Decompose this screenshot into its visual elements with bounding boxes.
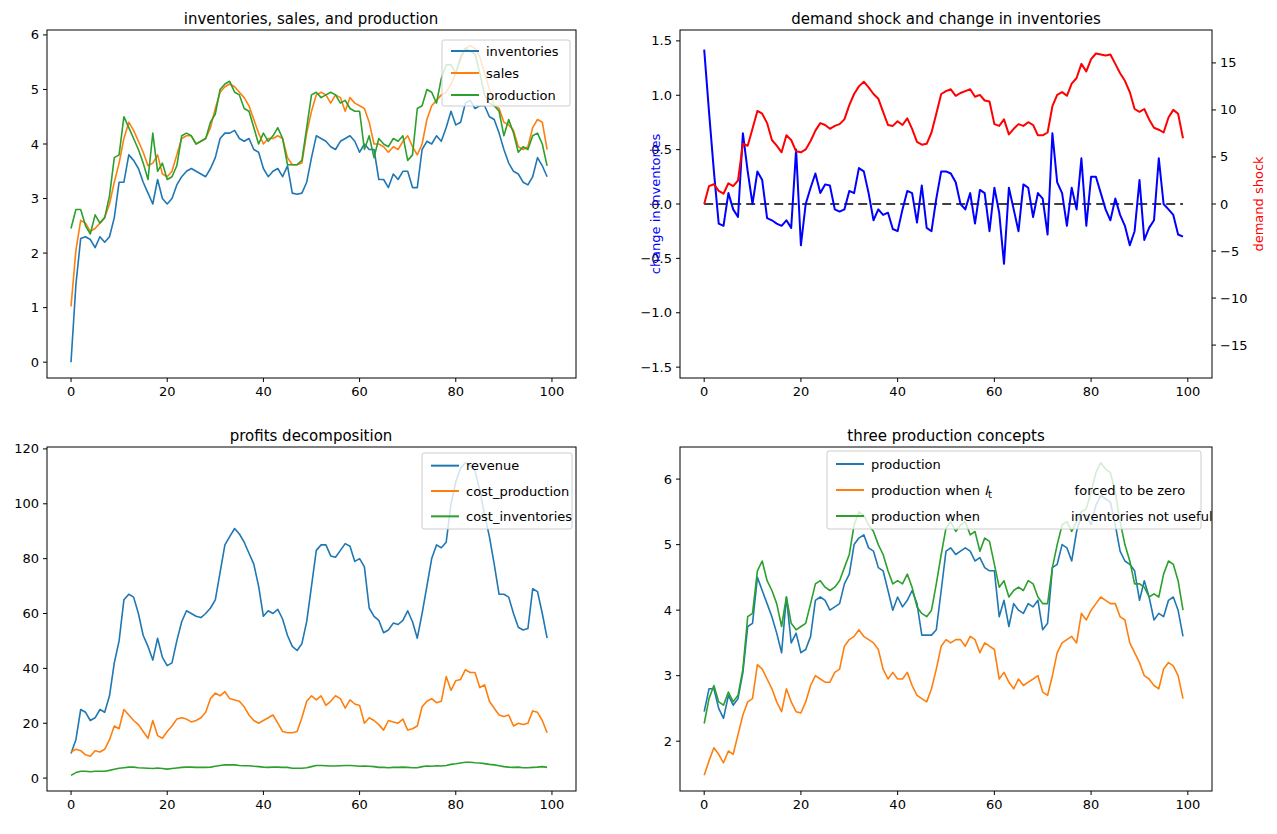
series-line-inventories [71,100,547,362]
y-axis-tick-label: 4 [664,603,672,618]
y-axis-label-change-in-inventories: change in inventories [648,134,663,275]
series-line-cost_inventories [71,762,547,775]
y-axis-tick-label: 80 [22,551,39,566]
x-axis-tick-label: 40 [255,797,272,812]
y-axis-tick-label: 100 [14,496,39,511]
y-axis-tick-label: 5 [664,537,672,552]
legend-label: production when inventories not useful [871,509,1213,524]
figure-canvas: 0204060801000123456inventoriessalesprodu… [0,0,1277,834]
y-axis-tick-label: 6 [664,472,672,487]
series-line-production-inventories-forced-zero [704,597,1183,775]
x-axis-tick-label: 100 [540,384,565,399]
x-axis-tick-label: 80 [1083,797,1100,812]
right-y-axis-tick-label: 0 [1220,197,1228,212]
subplot-profits-decomposition: 0 20 40 60 80 100 0 20 40 60 80 100 120 revenue cost_p… [0,417,638,834]
x-axis-tick-label: 40 [255,384,272,399]
y-axis-tick-label: 0 [31,355,39,370]
chart-title-demand-shock: demand shock and change in inventories [791,10,1101,28]
x-axis-tick-label: 80 [1083,384,1100,399]
x-axis-tick-label: 100 [1175,797,1200,812]
x-axis-tick-label: 0 [700,797,708,812]
x-axis-tick-label: 100 [1175,384,1200,399]
y-axis-tick-label: −1.0 [640,305,672,320]
y-axis-tick-label: 1.0 [651,88,672,103]
y-axis-tick-label: 120 [14,441,39,456]
x-axis-tick-label: 0 [67,797,75,812]
right-y-axis-tick-label: 5 [1220,149,1228,164]
subplot-inventories-sales-production: 0 20 40 60 80 100 0 1 2 3 4 5 6 inventories sales produ… [0,0,638,417]
legend-label: production [871,457,941,472]
x-axis-tick-label: 20 [159,797,176,812]
y-axis-tick-label: 0 [31,771,39,786]
right-y-axis-tick-label: 15 [1220,55,1237,70]
x-axis-tick-label: 60 [351,797,368,812]
y-axis-tick-label: −1.5 [640,360,672,375]
subplot-demand-shock-change-inventories: 0204060801001.51.00.50.0−0.5−1.0−1.51510… [637,0,1277,417]
chart-title-inventories-sales-production: inventories, sales, and production [184,10,439,28]
y-axis-tick-label: 3 [31,191,39,206]
x-axis-tick-label: 80 [447,797,464,812]
y-axis-tick-label: 1 [31,300,39,315]
y-axis-tick-label: 20 [22,716,39,731]
x-axis-tick-label: 60 [351,384,368,399]
series-line-demand-shock [704,54,1183,205]
x-axis-tick-label: 0 [700,384,708,399]
subplot-three-production-concepts: 0 20 40 60 80 100 2 3 4 5 6 production production wh… [637,417,1277,834]
y-axis-tick-label: 4 [31,137,39,152]
series-line-cost_production [71,670,547,757]
x-axis-tick-label: 20 [793,384,810,399]
y-axis-tick-label: 40 [22,661,39,676]
chart-title-three-production-concepts: three production concepts [847,427,1044,445]
x-axis-tick-label: 20 [159,384,176,399]
y-axis-tick-label: 1.5 [651,33,672,48]
legend-label: inventories [486,44,559,59]
legend-label: revenue [466,458,519,473]
x-axis-tick-label: 40 [889,797,906,812]
legend-label: production [486,88,556,103]
y-axis-tick-label: 6 [31,27,39,42]
x-axis-tick-label: 0 [67,384,75,399]
right-y-axis-tick-label: −10 [1220,291,1247,306]
y-axis-tick-label: 3 [664,668,672,683]
legend-label: production when It forced to be zero [871,483,1185,500]
x-axis-tick-label: 80 [447,384,464,399]
x-axis-tick-label: 40 [889,384,906,399]
y-axis-tick-label: 60 [22,606,39,621]
legend-label: cost_inventories [466,509,572,524]
right-y-axis-tick-label: −5 [1220,244,1239,259]
y-axis-tick-label: 5 [31,82,39,97]
y-axis-label-demand-shock: demand shock [1251,156,1266,251]
right-y-axis-tick-label: 10 [1220,102,1237,117]
y-axis-tick-label: 2 [31,246,39,261]
x-axis-tick-label: 60 [986,797,1003,812]
series-line-change-in-inventories [704,50,1183,264]
x-axis-tick-label: 100 [540,797,565,812]
x-axis-tick-label: 60 [986,384,1003,399]
legend-label: sales [486,66,519,81]
chart-title-profits-decomposition: profits decomposition [230,427,393,445]
legend-label: cost_production [466,484,569,499]
right-y-axis-tick-label: −15 [1220,338,1247,353]
y-axis-tick-label: 2 [664,734,672,749]
x-axis-tick-label: 20 [793,797,810,812]
